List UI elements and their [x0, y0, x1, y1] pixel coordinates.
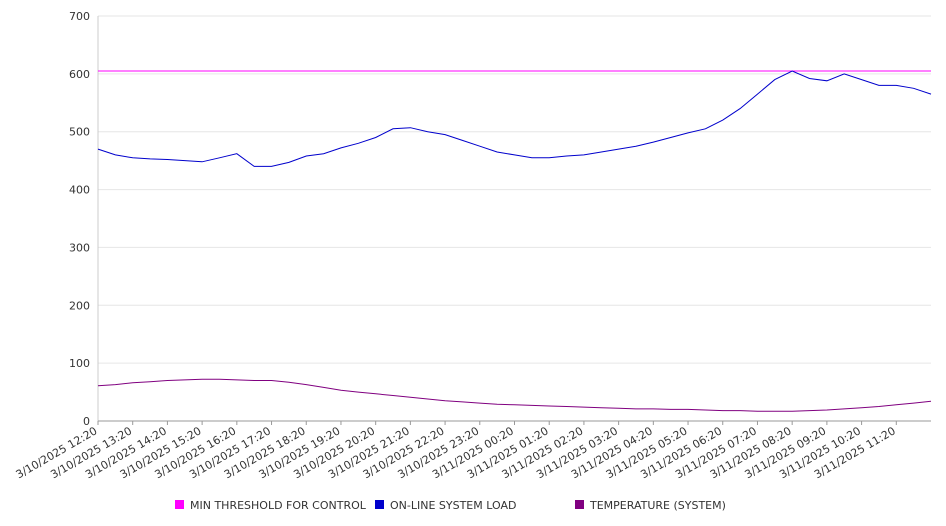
y-tick-label: 200 — [69, 299, 90, 312]
legend-swatch-0 — [175, 500, 184, 509]
y-tick-label: 300 — [69, 241, 90, 254]
y-tick-label: 500 — [69, 126, 90, 139]
y-tick-label: 700 — [69, 10, 90, 23]
legend-swatch-1 — [375, 500, 384, 509]
series-line-1 — [97, 70, 932, 167]
legend-swatch-2 — [575, 500, 584, 509]
axes — [97, 16, 931, 425]
grid-lines — [98, 15, 931, 364]
y-tick-labels: 0 100 200 300 400 500 600 700 — [69, 10, 90, 428]
series-line-2 — [97, 378, 932, 412]
y-tick-label: 400 — [69, 184, 90, 197]
legend-label-0: MIN THRESHOLD FOR CONTROL — [190, 499, 367, 512]
y-tick-label: 600 — [69, 68, 90, 81]
legend-label-1: ON-LINE SYSTEM LOAD — [390, 499, 516, 512]
y-tick-label: 0 — [83, 415, 90, 428]
legend-label-2: TEMPERATURE (SYSTEM) — [589, 499, 726, 512]
legend: MIN THRESHOLD FOR CONTROL ON-LINE SYSTEM … — [175, 499, 726, 512]
y-tick-label: 100 — [69, 357, 90, 370]
series-lines — [97, 70, 932, 412]
x-tick-labels: 3/10/2025 12:203/10/2025 13:203/10/2025 … — [14, 424, 898, 481]
